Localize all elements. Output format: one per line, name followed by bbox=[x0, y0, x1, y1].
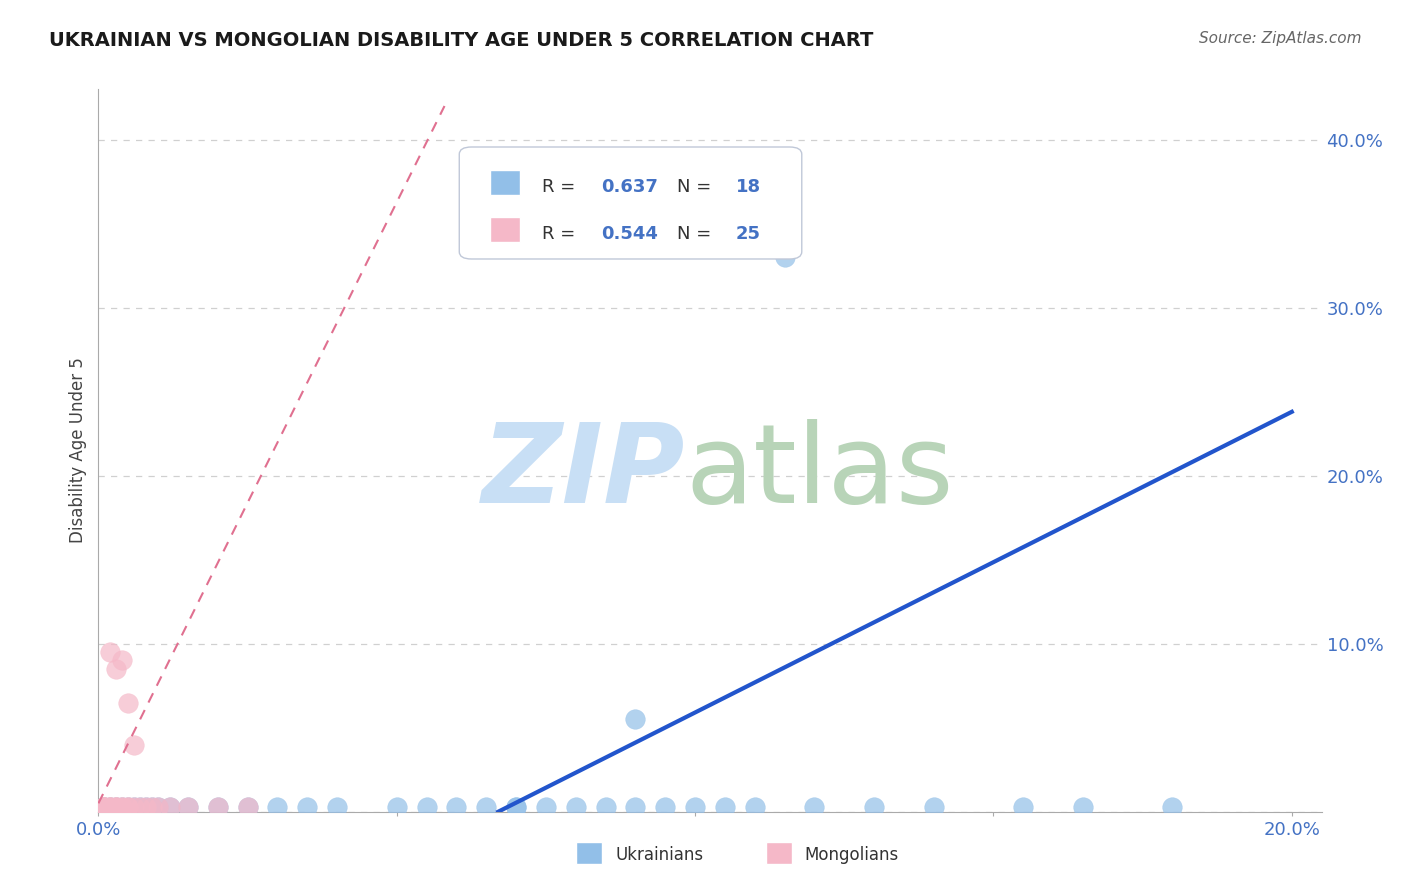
Point bbox=[683, 799, 706, 814]
Point bbox=[111, 799, 134, 814]
Point bbox=[122, 799, 145, 814]
Point bbox=[93, 799, 115, 814]
Point bbox=[236, 799, 259, 814]
Point bbox=[105, 799, 128, 814]
Text: atlas: atlas bbox=[686, 418, 955, 525]
Point bbox=[565, 799, 588, 814]
Point bbox=[141, 799, 163, 814]
Point bbox=[1012, 799, 1035, 814]
Point bbox=[135, 799, 157, 814]
Point bbox=[135, 799, 157, 814]
Text: UKRAINIAN VS MONGOLIAN DISABILITY AGE UNDER 5 CORRELATION CHART: UKRAINIAN VS MONGOLIAN DISABILITY AGE UN… bbox=[49, 31, 873, 50]
Point bbox=[505, 799, 527, 814]
Text: Source: ZipAtlas.com: Source: ZipAtlas.com bbox=[1198, 31, 1361, 46]
Point bbox=[98, 799, 121, 814]
Text: 25: 25 bbox=[735, 225, 761, 243]
Point bbox=[624, 799, 647, 814]
Point bbox=[98, 799, 121, 814]
Point bbox=[146, 799, 169, 814]
Point bbox=[117, 799, 139, 814]
Point bbox=[534, 799, 557, 814]
Point bbox=[207, 799, 229, 814]
Point bbox=[93, 799, 115, 814]
Point bbox=[773, 250, 796, 264]
FancyBboxPatch shape bbox=[460, 147, 801, 259]
Text: Ukrainians: Ukrainians bbox=[616, 846, 704, 863]
FancyBboxPatch shape bbox=[489, 217, 520, 243]
Text: N =: N = bbox=[678, 178, 717, 195]
FancyBboxPatch shape bbox=[489, 170, 520, 195]
Point bbox=[105, 799, 128, 814]
Point bbox=[129, 799, 152, 814]
Point bbox=[1071, 799, 1094, 814]
Point bbox=[105, 662, 128, 676]
Point bbox=[111, 799, 134, 814]
Text: 0.544: 0.544 bbox=[602, 225, 658, 243]
Point bbox=[159, 799, 181, 814]
Point bbox=[117, 696, 139, 710]
Text: ZIP: ZIP bbox=[482, 418, 686, 525]
Point bbox=[654, 799, 676, 814]
Point bbox=[105, 799, 128, 814]
Point bbox=[326, 799, 349, 814]
Y-axis label: Disability Age Under 5: Disability Age Under 5 bbox=[69, 358, 87, 543]
Point bbox=[122, 799, 145, 814]
Point bbox=[803, 799, 825, 814]
Point bbox=[177, 799, 200, 814]
Point bbox=[98, 799, 121, 814]
Point bbox=[141, 799, 163, 814]
Point bbox=[146, 799, 169, 814]
Point bbox=[117, 799, 139, 814]
Point bbox=[236, 799, 259, 814]
Text: 18: 18 bbox=[735, 178, 761, 195]
Point bbox=[111, 653, 134, 667]
Text: 0.637: 0.637 bbox=[602, 178, 658, 195]
Point bbox=[624, 712, 647, 726]
Point bbox=[385, 799, 408, 814]
Point bbox=[117, 799, 139, 814]
Point bbox=[93, 799, 115, 814]
Point bbox=[922, 799, 945, 814]
Text: R =: R = bbox=[543, 225, 582, 243]
Point bbox=[595, 799, 617, 814]
Point bbox=[505, 799, 527, 814]
Point bbox=[105, 799, 128, 814]
Point bbox=[98, 645, 121, 659]
Text: N =: N = bbox=[678, 225, 717, 243]
Text: Mongolians: Mongolians bbox=[804, 846, 898, 863]
Point bbox=[266, 799, 288, 814]
Point bbox=[98, 799, 121, 814]
Point bbox=[159, 799, 181, 814]
Point bbox=[446, 799, 468, 814]
Point bbox=[111, 799, 134, 814]
Point bbox=[475, 799, 498, 814]
Point bbox=[415, 799, 437, 814]
Text: R =: R = bbox=[543, 178, 582, 195]
Point bbox=[1161, 799, 1184, 814]
Point bbox=[863, 799, 886, 814]
Point bbox=[714, 799, 737, 814]
Point bbox=[129, 799, 152, 814]
Point bbox=[744, 799, 766, 814]
Point bbox=[177, 799, 200, 814]
Point bbox=[207, 799, 229, 814]
Point bbox=[93, 799, 115, 814]
Point bbox=[93, 799, 115, 814]
Point bbox=[297, 799, 319, 814]
Point bbox=[122, 738, 145, 752]
